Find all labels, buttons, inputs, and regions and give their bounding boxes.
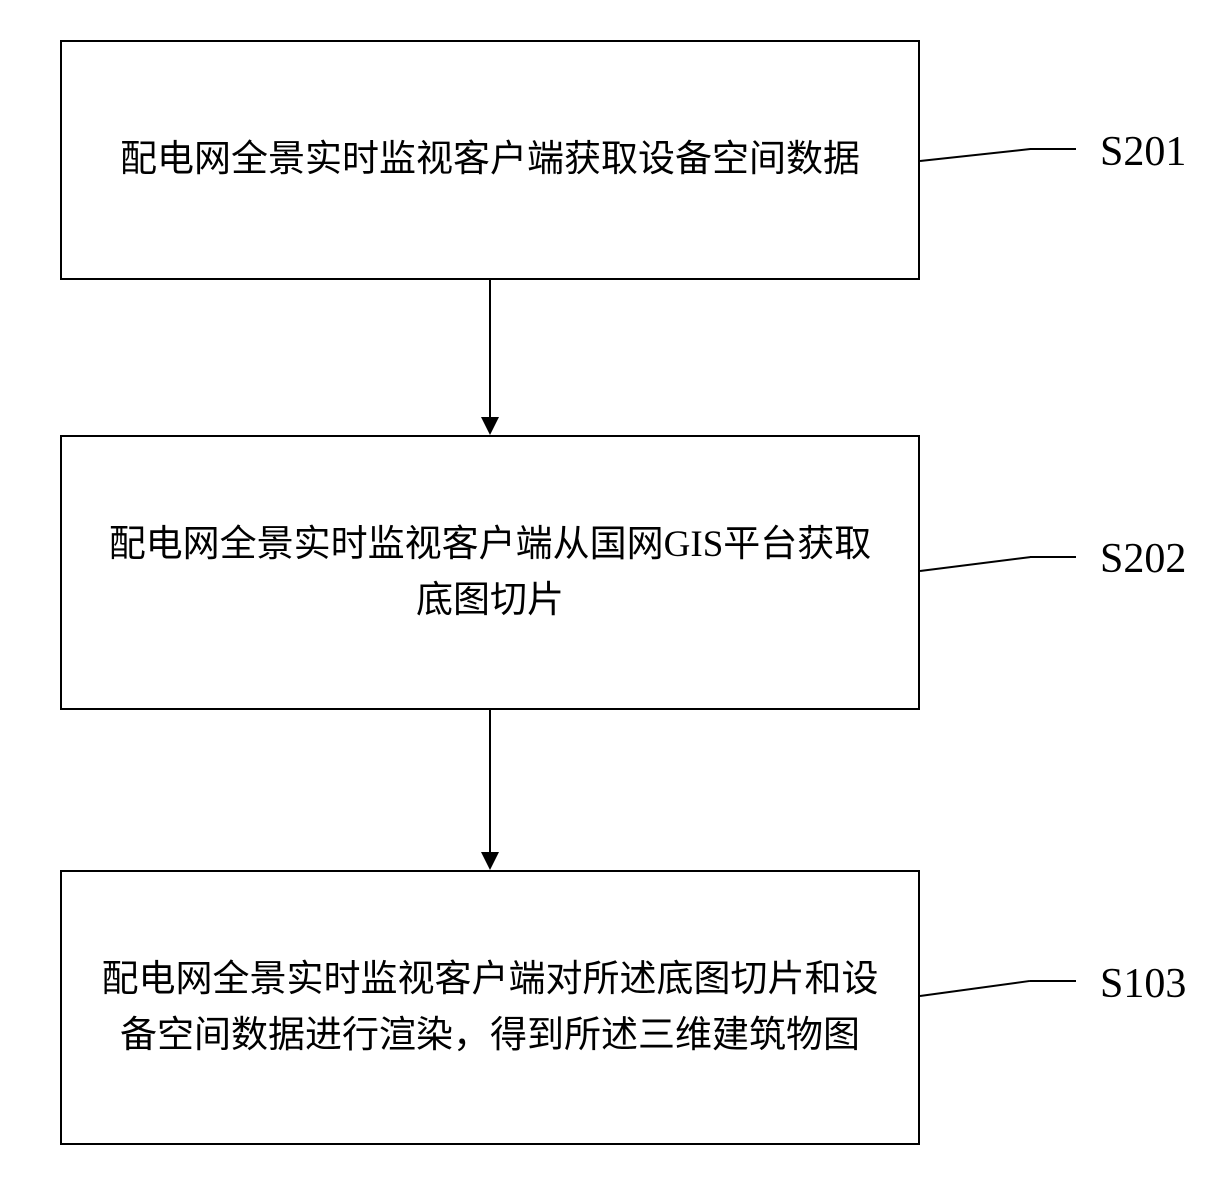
flow-node-text: 配电网全景实时监视客户端获取设备空间数据 [120, 132, 860, 188]
flow-arrow-head [481, 852, 499, 870]
leader-line [1030, 556, 1076, 558]
leader-line [920, 556, 1030, 572]
flow-node-s201: 配电网全景实时监视客户端获取设备空间数据 [60, 40, 920, 280]
flow-node-s103: 配电网全景实时监视客户端对所述底图切片和设备空间数据进行渲染，得到所述三维建筑物… [60, 870, 920, 1145]
flow-node-s202: 配电网全景实时监视客户端从国网GIS平台获取底图切片 [60, 435, 920, 710]
flow-node-text: 配电网全景实时监视客户端从国网GIS平台获取底图切片 [92, 517, 888, 628]
flow-node-label-s202: S202 [1100, 535, 1186, 583]
leader-line [1030, 148, 1076, 150]
leader-line [920, 980, 1030, 997]
flowchart-canvas: 配电网全景实时监视客户端获取设备空间数据 S201 配电网全景实时监视客户端从国… [0, 0, 1222, 1179]
flow-node-label-s201: S201 [1100, 128, 1186, 176]
flow-arrow [489, 710, 491, 852]
flow-arrow-head [481, 417, 499, 435]
flow-arrow [489, 280, 491, 417]
leader-line [920, 148, 1031, 162]
flow-node-label-s103: S103 [1100, 960, 1186, 1008]
flow-node-text: 配电网全景实时监视客户端对所述底图切片和设备空间数据进行渲染，得到所述三维建筑物… [92, 952, 888, 1063]
leader-line [1030, 980, 1076, 982]
